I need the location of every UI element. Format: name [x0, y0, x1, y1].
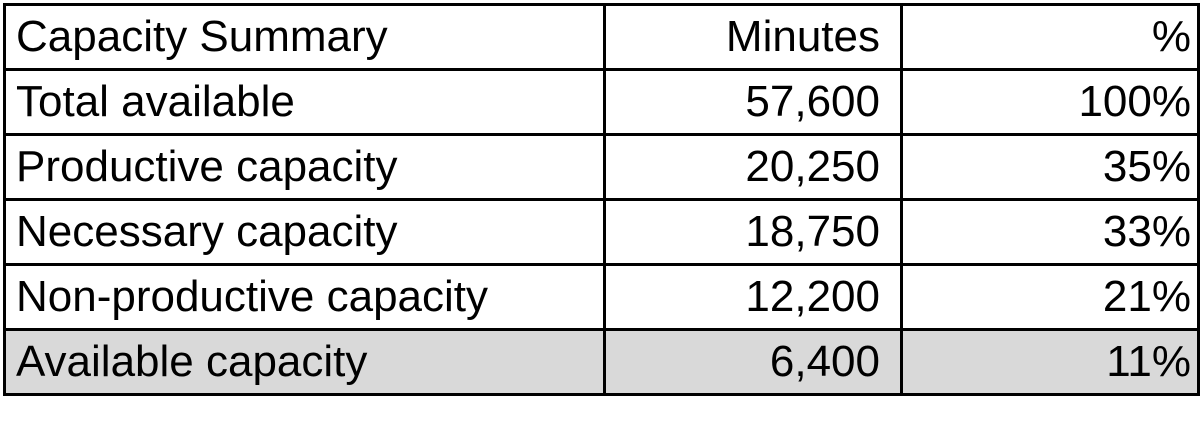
capacity-summary-table: Capacity Summary Minutes % Total availab… — [3, 3, 1200, 396]
table-row: Non-productive capacity 12,200 21% — [3, 263, 1200, 331]
row-minutes-productive-capacity: 20,250 — [603, 133, 903, 201]
row-label-necessary-capacity: Necessary capacity — [3, 198, 606, 266]
header-capacity-summary: Capacity Summary — [3, 3, 606, 71]
row-label-total-available: Total available — [3, 68, 606, 136]
header-percent: % — [900, 3, 1200, 71]
table-header-row: Capacity Summary Minutes % — [3, 3, 1200, 71]
header-minutes: Minutes — [603, 3, 903, 71]
row-percent-productive-capacity: 35% — [900, 133, 1200, 201]
table-row-highlighted: Available capacity 6,400 11% — [3, 328, 1200, 396]
row-label-available-capacity: Available capacity — [3, 328, 606, 396]
row-percent-available-capacity: 11% — [900, 328, 1200, 396]
row-minutes-necessary-capacity: 18,750 — [603, 198, 903, 266]
row-percent-non-productive-capacity: 21% — [900, 263, 1200, 331]
table-row: Necessary capacity 18,750 33% — [3, 198, 1200, 266]
row-percent-total-available: 100% — [900, 68, 1200, 136]
row-label-productive-capacity: Productive capacity — [3, 133, 606, 201]
row-percent-necessary-capacity: 33% — [900, 198, 1200, 266]
table-row: Productive capacity 20,250 35% — [3, 133, 1200, 201]
row-minutes-total-available: 57,600 — [603, 68, 903, 136]
row-minutes-available-capacity: 6,400 — [603, 328, 903, 396]
row-label-non-productive-capacity: Non-productive capacity — [3, 263, 606, 331]
row-minutes-non-productive-capacity: 12,200 — [603, 263, 903, 331]
table-row: Total available 57,600 100% — [3, 68, 1200, 136]
